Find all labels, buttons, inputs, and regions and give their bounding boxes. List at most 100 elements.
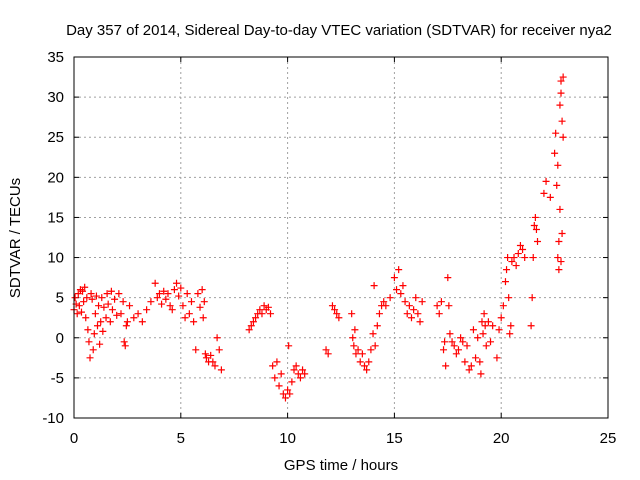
data-point — [418, 298, 426, 306]
data-point — [484, 318, 492, 326]
y-tick-label: 25 — [47, 129, 64, 146]
data-point — [440, 346, 448, 354]
data-point — [299, 366, 307, 374]
data-point — [416, 318, 424, 326]
data-point — [215, 346, 223, 354]
data-point — [106, 318, 114, 326]
y-axis-label: SDTVAR / TECUs — [7, 178, 24, 298]
data-point — [217, 366, 225, 374]
x-tick-label: 5 — [177, 430, 185, 447]
data-point — [552, 129, 560, 137]
data-point — [245, 326, 253, 334]
data-point — [85, 338, 93, 346]
data-point — [202, 354, 210, 362]
data-point — [207, 351, 215, 359]
data-point — [281, 394, 289, 402]
data-point — [393, 286, 401, 294]
data-point — [461, 358, 469, 366]
data-point — [97, 318, 105, 326]
data-point — [407, 314, 415, 322]
data-point — [84, 326, 92, 334]
data-point — [138, 318, 146, 326]
data-point — [296, 374, 304, 382]
data-point — [521, 254, 529, 262]
data-point — [530, 221, 538, 229]
data-point — [519, 246, 527, 254]
data-point — [151, 279, 159, 287]
y-tick-label: -10 — [42, 410, 64, 427]
data-point — [506, 330, 514, 338]
data-point — [199, 314, 207, 322]
data-point — [414, 310, 422, 318]
data-point — [104, 300, 112, 308]
data-point — [103, 290, 111, 298]
data-point — [529, 254, 537, 262]
data-point — [99, 327, 107, 335]
data-point — [292, 362, 300, 370]
data-point — [147, 298, 155, 306]
data-point — [173, 279, 181, 287]
plot-frame — [73, 56, 609, 419]
data-point — [441, 338, 449, 346]
data-point — [360, 362, 368, 370]
data-point — [510, 254, 518, 262]
data-point — [469, 326, 477, 334]
data-point — [175, 292, 183, 300]
data-point — [452, 350, 460, 358]
data-point — [528, 294, 536, 302]
data-point — [555, 266, 563, 274]
data-point — [158, 300, 166, 308]
data-point — [349, 334, 357, 342]
data-point — [546, 193, 554, 201]
data-point — [269, 362, 277, 370]
data-point — [479, 330, 487, 338]
data-point — [87, 290, 95, 298]
y-tick-label: 30 — [47, 89, 64, 106]
data-point — [480, 310, 488, 318]
data-point — [553, 181, 561, 189]
data-point — [98, 294, 106, 302]
data-point — [73, 310, 81, 318]
data-point — [301, 370, 309, 378]
data-point — [363, 366, 371, 374]
data-point — [284, 386, 292, 394]
data-point — [554, 161, 562, 169]
data-point — [457, 334, 465, 342]
data-point — [290, 366, 298, 374]
data-point — [558, 117, 566, 125]
data-point — [168, 306, 176, 314]
data-point — [512, 262, 520, 270]
data-point — [93, 322, 101, 330]
data-point — [177, 284, 185, 292]
data-point — [335, 314, 343, 322]
data-point — [121, 342, 129, 350]
data-point — [91, 310, 99, 318]
x-tick-label: 20 — [493, 430, 510, 447]
data-point — [200, 298, 208, 306]
data-point — [558, 229, 566, 237]
data-point — [115, 290, 123, 298]
data-point — [493, 354, 501, 362]
data-point — [450, 342, 458, 350]
data-point — [120, 338, 128, 346]
data-point — [107, 287, 115, 295]
data-point — [554, 254, 562, 262]
data-point — [477, 370, 485, 378]
data-point — [495, 326, 503, 334]
data-point — [201, 350, 209, 358]
data-point — [185, 310, 193, 318]
data-point — [371, 342, 379, 350]
data-point — [95, 302, 103, 310]
data-point — [472, 354, 480, 362]
data-point — [532, 225, 540, 233]
data-point — [328, 302, 336, 310]
data-point — [531, 213, 539, 221]
data-point — [433, 302, 441, 310]
data-point — [348, 310, 356, 318]
data-point — [82, 314, 90, 322]
data-point — [350, 342, 358, 350]
data-point — [557, 258, 565, 266]
x-tick-label: 0 — [70, 430, 78, 447]
x-tick-label: 15 — [386, 430, 403, 447]
